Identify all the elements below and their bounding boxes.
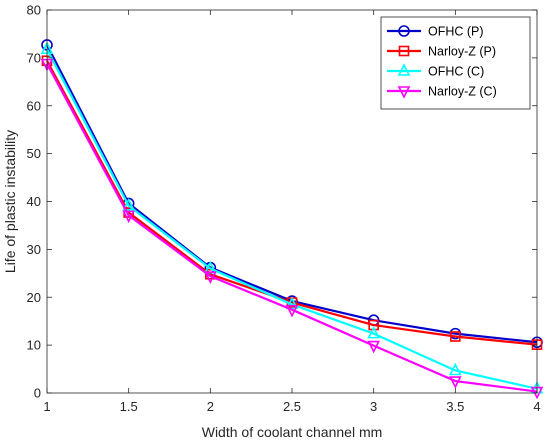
legend-marker (398, 45, 410, 57)
series-line (46, 63, 538, 393)
legend-label: OFHC (C) (428, 65, 484, 79)
y-tick-label: 30 (27, 242, 41, 257)
x-tick-label: 3.5 (446, 399, 464, 414)
x-tick-label: 1 (43, 399, 50, 414)
legend: OFHC (P) Narloy-Z (P) OFHC (C) Narloy-Z (C) (380, 16, 531, 110)
data-point (449, 362, 462, 376)
legend-marker (397, 86, 411, 99)
data-point (122, 198, 135, 211)
data-point (285, 304, 299, 318)
data-point (367, 340, 380, 354)
x-tick-label: 2 (207, 399, 214, 414)
legend-entry: Narloy-Z (C) (387, 85, 497, 99)
legend-marker (398, 25, 410, 37)
data-point (368, 319, 379, 331)
data-point (285, 296, 299, 310)
data-point (449, 376, 462, 389)
legend-entry: OFHC (P) (387, 25, 484, 39)
x-tick-label: 3 (370, 399, 377, 414)
y-tick-label: 10 (27, 338, 41, 353)
y-axis-label: Life of plastic instability (2, 130, 18, 273)
legend-label: Narloy-Z (C) (428, 85, 497, 99)
x-tick-label: 4 (533, 399, 540, 414)
y-tick-label: 20 (27, 290, 41, 305)
y-tick-label: 0 (34, 386, 41, 401)
series-line (46, 44, 538, 344)
legend-label: OFHC (P) (428, 25, 484, 39)
series-line (46, 60, 538, 346)
data-point (204, 271, 217, 284)
y-tick-label: 70 (27, 50, 41, 65)
data-point (450, 331, 461, 342)
x-axis-label: Width of coolant channel mm (202, 424, 383, 440)
y-tick-label: 60 (27, 98, 41, 113)
data-point (367, 325, 380, 339)
series-line (46, 48, 538, 390)
legend-entry: Narloy-Z (P) (387, 45, 496, 59)
data-point (122, 210, 135, 224)
series-3 (40, 41, 544, 394)
legend-entry: OFHC (C) (387, 63, 484, 79)
chart-marks (40, 39, 544, 400)
x-tick-label: 2.5 (283, 399, 301, 414)
legend-marker (397, 63, 411, 76)
axes (46, 9, 538, 394)
y-tick-label: 80 (27, 3, 41, 18)
legend-label: Narloy-Z (P) (428, 45, 496, 59)
y-tick-label: 40 (27, 194, 41, 209)
x-tick-label: 1.5 (120, 399, 138, 414)
y-tick-label: 50 (27, 146, 41, 161)
